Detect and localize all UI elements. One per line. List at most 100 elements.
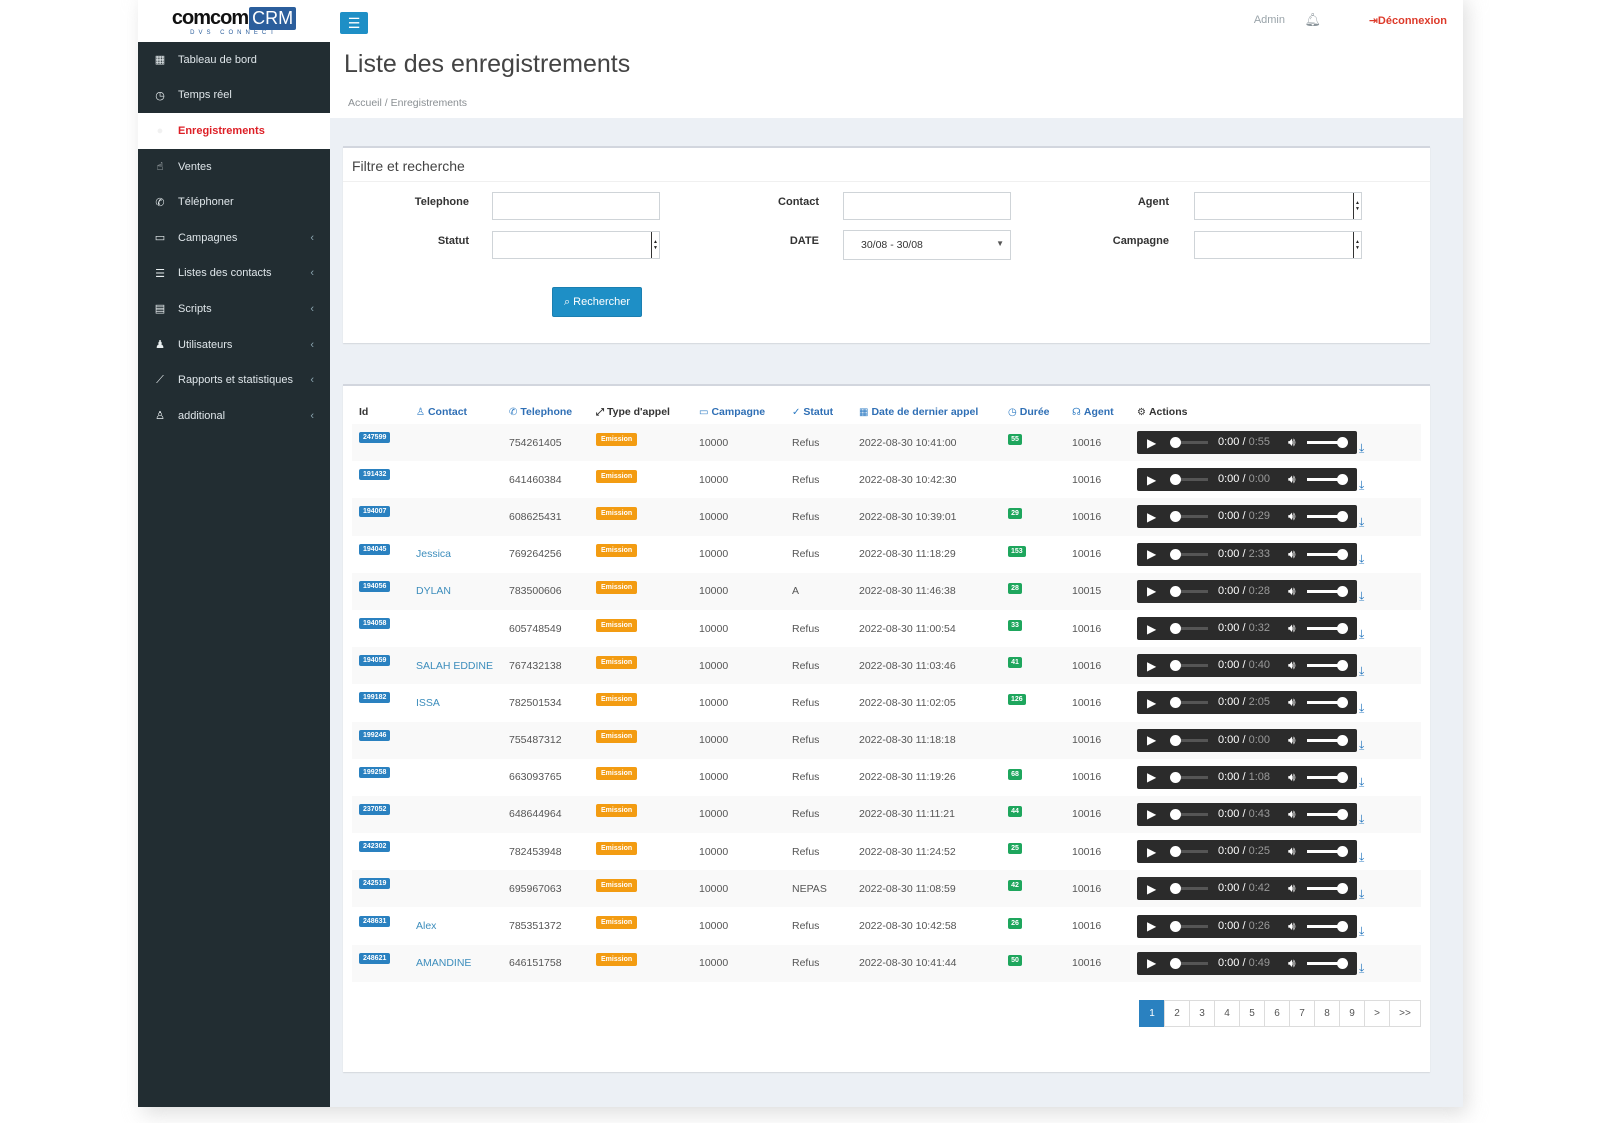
download-icon[interactable]: ⤓ [1359, 961, 1365, 976]
volume-icon[interactable]: 🔊︎ [1288, 583, 1296, 598]
sidebar-item-scripts[interactable]: ▤ Scripts ‹ [138, 291, 330, 327]
volume-knob[interactable] [1337, 623, 1348, 635]
id-badge[interactable]: 199182 [359, 692, 391, 704]
sidebar-item-tableau-de-bord[interactable]: ▦ Tableau de bord [138, 42, 330, 78]
sidebar-item-utilisateurs[interactable]: ♟ Utilisateurs ‹ [138, 327, 330, 363]
page-link-next[interactable]: > [1364, 1000, 1390, 1027]
volume-knob[interactable] [1337, 697, 1348, 709]
col-type[interactable]: ⤢ Type d'appel [596, 406, 670, 418]
col-actions[interactable]: ⚙ Actions [1137, 406, 1188, 418]
id-badge[interactable]: 194059 [359, 655, 391, 667]
download-icon[interactable]: ⤓ [1359, 849, 1365, 864]
volume-bar[interactable] [1307, 961, 1343, 965]
audio-player[interactable]: ▶ 0:00 / 0:40 🔊︎ [1137, 654, 1357, 678]
table-row[interactable]: 199258 663093765 Emission 10000 Refus 2022-08… [352, 759, 1421, 796]
audio-player[interactable]: ▶ 0:00 / 0:42 🔊︎ [1137, 877, 1357, 901]
progress-bar[interactable] [1174, 961, 1208, 965]
progress-knob[interactable] [1170, 920, 1181, 932]
volume-bar[interactable] [1307, 552, 1343, 556]
audio-player[interactable]: ▶ 0:00 / 0:00 🔊︎ [1137, 728, 1357, 752]
page-link-1[interactable]: 1 [1139, 1000, 1165, 1027]
progress-bar[interactable] [1174, 738, 1208, 742]
progress-knob[interactable] [1170, 623, 1181, 635]
audio-player[interactable]: ▶ 0:00 / 0:26 🔊︎ [1137, 914, 1357, 938]
table-row[interactable]: 194059 SALAH EDDINE 767432138 Emission 10000… [352, 647, 1421, 685]
volume-icon[interactable]: 🔊︎ [1288, 769, 1296, 784]
volume-bar[interactable] [1307, 775, 1343, 779]
volume-icon[interactable]: 🔊︎ [1288, 732, 1296, 747]
progress-knob[interactable] [1170, 511, 1181, 523]
download-icon[interactable]: ⤓ [1359, 775, 1365, 790]
volume-icon[interactable]: 🔊︎ [1288, 918, 1296, 933]
sidebar-item-rapports-et-statistiques[interactable]: ⟋ Rapports et statistiques ‹ [138, 362, 330, 398]
play-icon[interactable]: ▶ [1147, 547, 1157, 562]
id-badge[interactable]: 199246 [359, 729, 391, 741]
download-icon[interactable]: ⤓ [1359, 812, 1365, 827]
contact-input[interactable] [843, 192, 1011, 220]
volume-knob[interactable] [1337, 846, 1348, 858]
volume-bar[interactable] [1307, 589, 1343, 593]
play-icon[interactable]: ▶ [1147, 472, 1157, 487]
id-badge[interactable]: 242519 [359, 878, 391, 890]
play-icon[interactable]: ▶ [1147, 584, 1157, 599]
sidebar-item-campagnes[interactable]: ▭ Campagnes ‹ [138, 220, 330, 256]
page-link-8[interactable]: 8 [1314, 1000, 1340, 1027]
download-icon[interactable]: ⤓ [1359, 514, 1365, 529]
audio-player[interactable]: ▶ 0:00 / 0:25 🔊︎ [1137, 840, 1357, 864]
id-badge[interactable]: 242302 [359, 841, 391, 853]
page-link-5[interactable]: 5 [1239, 1000, 1265, 1027]
table-row[interactable]: 248621 AMANDINE 646151758 Emission 10000 Refu… [352, 944, 1421, 982]
progress-bar[interactable] [1174, 552, 1208, 556]
contact-link[interactable]: AMANDINE [416, 957, 472, 970]
volume-bar[interactable] [1307, 812, 1343, 816]
page-link-4[interactable]: 4 [1214, 1000, 1240, 1027]
download-icon[interactable]: ⤓ [1359, 886, 1365, 901]
sidebar-item-enregistrements[interactable]: ● Enregistrements [138, 113, 330, 149]
progress-bar[interactable] [1174, 701, 1208, 705]
volume-bar[interactable] [1307, 701, 1343, 705]
progress-knob[interactable] [1170, 771, 1181, 783]
volume-knob[interactable] [1337, 660, 1348, 672]
col-contact[interactable]: ♙ Contact [416, 406, 468, 418]
id-badge[interactable]: 194007 [359, 506, 391, 518]
audio-player[interactable]: ▶ 0:00 / 0:32 🔊︎ [1137, 617, 1357, 641]
play-icon[interactable]: ▶ [1147, 807, 1157, 822]
col-statut[interactable]: ✓ Statut [792, 406, 834, 418]
table-row[interactable]: 194058 605748549 Emission 10000 Refus 2022-08… [352, 610, 1421, 647]
telephone-input[interactable] [492, 192, 660, 220]
volume-bar[interactable] [1307, 664, 1343, 668]
campagne-select[interactable]: ▲ ▼ [1194, 231, 1362, 259]
volume-icon[interactable]: 🔊︎ [1288, 621, 1296, 636]
volume-knob[interactable] [1337, 734, 1348, 746]
volume-bar[interactable] [1307, 515, 1343, 519]
volume-knob[interactable] [1337, 920, 1348, 932]
table-row[interactable]: 194056 DYLAN 783500606 Emission 10000 A 2022-0… [352, 572, 1421, 610]
sidebar-item-listes-des-contacts[interactable]: ☰ Listes des contacts ‹ [138, 256, 330, 292]
progress-knob[interactable] [1170, 957, 1181, 969]
sidebar-toggle-button[interactable]: ☰ [340, 12, 368, 34]
logout-link[interactable]: ⇥Déconnexion [1369, 14, 1447, 27]
volume-bar[interactable] [1307, 441, 1343, 445]
col-agent[interactable]: ☊ Agent [1072, 406, 1114, 418]
sidebar-item-temps-r-el[interactable]: ◷ Temps réel [138, 78, 330, 114]
id-badge[interactable]: 199258 [359, 766, 391, 778]
volume-bar[interactable] [1307, 887, 1343, 891]
volume-knob[interactable] [1337, 511, 1348, 523]
progress-knob[interactable] [1170, 808, 1181, 820]
bell-icon[interactable]: 🔔︎ [1304, 12, 1321, 27]
progress-bar[interactable] [1174, 812, 1208, 816]
volume-bar[interactable] [1307, 850, 1343, 854]
id-badge[interactable]: 248631 [359, 915, 391, 927]
audio-player[interactable]: ▶ 0:00 / 0:28 🔊︎ [1137, 579, 1357, 603]
volume-knob[interactable] [1337, 474, 1348, 486]
id-badge[interactable]: 194056 [359, 580, 391, 592]
page-link-3[interactable]: 3 [1189, 1000, 1215, 1027]
audio-player[interactable]: ▶ 0:00 / 0:29 🔊︎ [1137, 505, 1357, 529]
progress-knob[interactable] [1170, 846, 1181, 858]
play-icon[interactable]: ▶ [1147, 881, 1157, 896]
page-link-6[interactable]: 6 [1264, 1000, 1290, 1027]
contact-link[interactable]: SALAH EDDINE [416, 659, 494, 672]
progress-bar[interactable] [1174, 441, 1208, 445]
play-icon[interactable]: ▶ [1147, 658, 1157, 673]
contact-link[interactable]: DYLAN [416, 585, 452, 598]
